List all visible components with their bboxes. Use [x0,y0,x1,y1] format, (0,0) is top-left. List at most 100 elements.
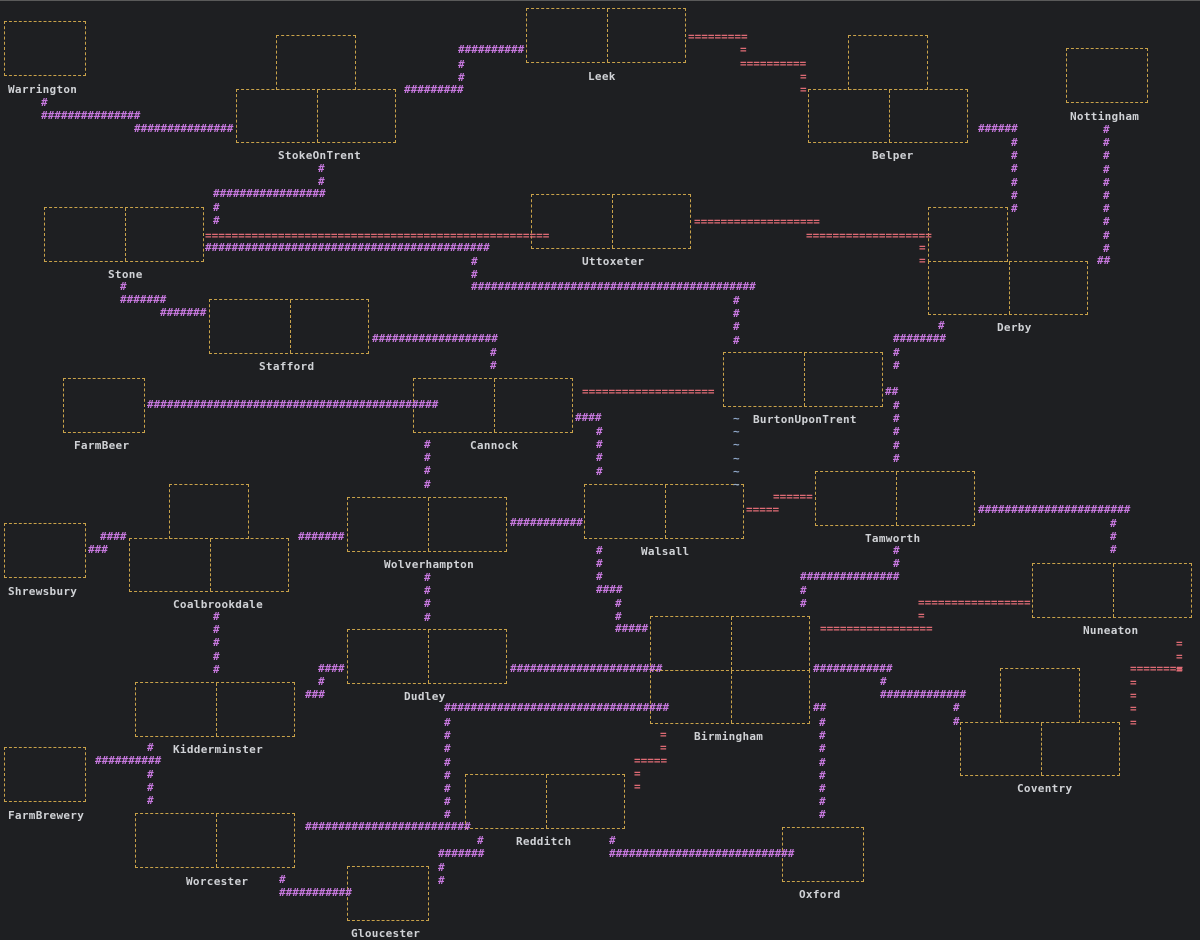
town-gloucester-slots[interactable] [347,866,429,921]
rail-link: ############# [880,688,967,701]
rail-link: # # [458,58,465,85]
rail-link: #### [318,662,345,675]
town-belper-upper-slots[interactable] [848,35,928,90]
town-uttoxeter-slots[interactable] [531,194,691,249]
town-leek-slots[interactable] [526,8,686,63]
rail-link: # # [438,861,445,888]
town-worcester-slots[interactable] [135,813,295,868]
town-coventry-lower-slots[interactable] [960,722,1120,776]
canal-link: ========================================… [205,229,550,242]
rail-link: # # [800,584,807,611]
rail-link: ########################################… [471,280,756,293]
canal-link: = [918,609,925,622]
rail-link: # # # # [424,571,431,624]
rail-link: ########### [279,886,352,899]
rail-link: # # # # [596,425,603,478]
slot-divider [216,683,217,736]
town-coalbrookdale-lower-slots[interactable] [129,538,289,592]
rail-link: # # [213,201,220,228]
town-stone-slots[interactable] [44,207,204,262]
rail-link: # # # # [424,438,431,491]
town-kidderminster-slots[interactable] [135,682,295,737]
rail-link: # [938,319,945,332]
town-label-farmbeer: FarmBeer [74,439,130,452]
rail-link: ################# [213,187,326,200]
slot-divider [889,90,890,142]
town-label-walsall: Walsall [641,545,690,558]
town-derby-upper-slots[interactable] [928,207,1008,262]
rail-link: # # [471,255,478,282]
town-shrewsbury-slots[interactable] [4,523,86,578]
slot-divider [494,379,495,432]
slot-divider [804,353,805,406]
rail-link: #### [575,411,602,424]
canal-link: ================= [918,596,1031,609]
town-wolverhampton-slots[interactable] [347,497,507,552]
town-cannock-slots[interactable] [413,378,573,433]
town-stoke-lower-slots[interactable] [236,89,396,143]
town-birmingham-upper-slots[interactable] [650,616,810,671]
rail-link: ####################### [510,662,663,675]
town-dudley-slots[interactable] [347,629,507,684]
canal-link: = = = [1176,637,1183,677]
town-warrington-slots[interactable] [4,21,86,76]
town-walsall-slots[interactable] [584,484,744,539]
rail-link: # # [490,346,497,373]
slot-divider [1041,723,1042,775]
town-burton-slots[interactable] [723,352,883,407]
canal-link: ==================== [582,385,715,398]
town-derby-lower-slots[interactable] [928,261,1088,315]
town-birmingham-lower-slots[interactable] [650,670,810,724]
rail-link: ######### [404,83,464,96]
rail-link: # [120,280,127,293]
canal-link: = [660,741,667,754]
town-label-nuneaton: Nuneaton [1083,624,1139,637]
town-label-redditch: Redditch [516,835,572,848]
canal-link: = [919,241,926,254]
canal-link: =================== [694,215,820,228]
rail-link: ########################################… [147,398,439,411]
town-coalbrookdale-upper-slots[interactable] [169,484,249,539]
canal-link: = [634,767,641,780]
rail-link: # # # [1110,517,1117,557]
canal-link: = [634,780,641,793]
canal-link: = [800,83,807,96]
town-stafford-slots[interactable] [209,299,369,354]
canal-link: = = = = [1130,676,1137,729]
town-label-uttoxeter: Uttoxeter [582,255,645,268]
slot-divider [896,472,897,525]
rail-link: ############### [134,122,234,135]
town-label-kidderminster: Kidderminster [173,743,263,756]
rail-link: ################################## [444,701,670,714]
canal-link: ========== [740,57,807,70]
slot-divider [1009,262,1010,314]
town-label-belper: Belper [872,149,914,162]
canal-link: = [919,254,926,267]
town-label-stafford: Stafford [259,360,315,373]
rail-link: # [279,873,286,886]
rail-link: # [953,701,960,714]
town-belper-lower-slots[interactable] [808,89,968,143]
town-label-shrewsbury: Shrewsbury [8,585,78,598]
rail-link: # # [318,162,325,189]
town-label-derby: Derby [997,321,1032,334]
town-tamworth-slots[interactable] [815,471,975,526]
town-stoke-upper-slots[interactable] [276,35,356,90]
slot-divider [290,300,291,353]
rail-link: ####### [438,847,485,860]
town-farmbeer-slots[interactable] [63,378,145,433]
town-coventry-upper-slots[interactable] [1000,668,1080,723]
rail-link: # [880,675,887,688]
town-redditch-slots[interactable] [465,774,625,829]
town-farmbrewery-slots[interactable] [4,747,86,802]
town-nottingham-slots[interactable] [1066,48,1148,103]
town-oxford-slots[interactable] [782,827,864,882]
rail-link: ############### [800,570,900,583]
town-label-tamworth: Tamworth [865,532,921,545]
rail-link: # [609,834,616,847]
town-label-worcester: Worcester [186,875,249,888]
rail-link: # # # # # # [1011,136,1018,216]
town-label-coventry: Coventry [1017,782,1073,795]
rail-link: #### [100,530,127,543]
town-nuneaton-slots[interactable] [1032,563,1192,618]
